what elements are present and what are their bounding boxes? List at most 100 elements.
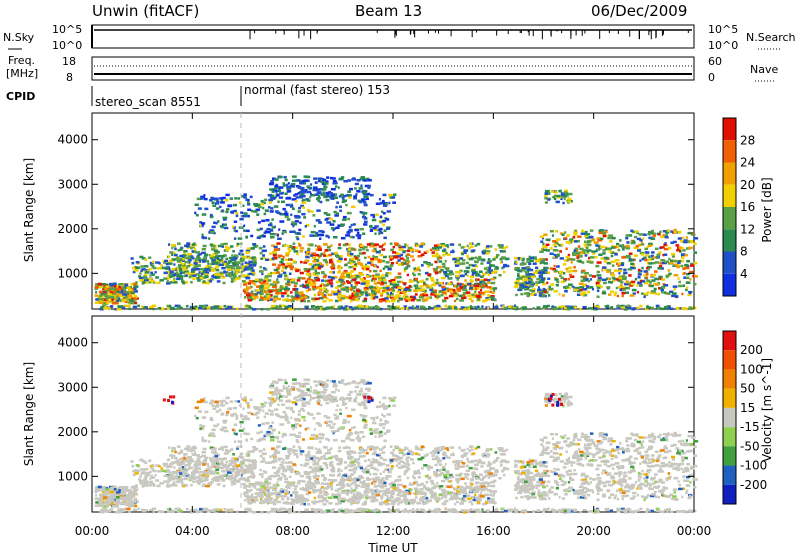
power-echo	[502, 270, 506, 274]
power-echo	[389, 242, 393, 245]
power-echo	[249, 280, 254, 284]
power-echo	[236, 244, 239, 247]
power-echo	[299, 299, 303, 303]
power-echo	[110, 293, 114, 296]
power-echo	[516, 278, 519, 281]
power-echo	[643, 292, 648, 296]
power-echo	[275, 291, 280, 295]
power-echo	[379, 201, 384, 205]
power-echo	[250, 269, 253, 272]
power-echo	[160, 264, 163, 267]
power-echo	[378, 197, 382, 201]
power-echo	[648, 281, 652, 284]
power-echo	[425, 277, 429, 281]
power-echo	[693, 282, 697, 286]
power-echo	[470, 280, 474, 283]
power-echo	[212, 275, 217, 279]
power-echo	[610, 254, 614, 258]
power-echo	[596, 284, 601, 287]
power-echo	[610, 260, 616, 264]
power-echo	[354, 298, 360, 302]
power-echo	[441, 285, 446, 289]
power-echo	[650, 306, 654, 310]
power-echo	[354, 263, 358, 266]
power-echo	[214, 305, 220, 308]
power-echo	[564, 236, 568, 240]
power-echo	[246, 229, 250, 233]
power-echo	[233, 254, 238, 257]
power-echo	[424, 271, 429, 275]
power-echo	[670, 252, 676, 256]
power-echo	[230, 258, 234, 262]
power-echo	[132, 282, 137, 286]
power-echo	[227, 261, 231, 264]
power-echo	[135, 261, 140, 264]
power-echo	[238, 201, 242, 204]
power-echo	[633, 266, 636, 270]
power-echo	[221, 245, 225, 248]
power-echo	[281, 263, 286, 266]
velocity-echo	[150, 466, 153, 470]
velocity-echo	[201, 454, 206, 458]
velocity-echo	[363, 459, 367, 463]
power-echo	[149, 274, 152, 277]
power-echo	[401, 290, 406, 294]
power-echo	[598, 253, 603, 256]
power-echo	[297, 242, 301, 246]
power-echo	[122, 293, 128, 296]
power-echo	[382, 277, 386, 280]
velocity-echo	[284, 477, 287, 480]
power-echo	[233, 237, 237, 240]
power-echo	[324, 260, 329, 264]
power-echo	[112, 290, 116, 294]
power-echo	[566, 234, 570, 237]
power-echo	[658, 275, 663, 279]
velocity-echo	[97, 497, 101, 501]
power-echo	[321, 180, 324, 183]
power-echo	[532, 307, 535, 310]
power-echo	[354, 187, 357, 190]
power-echo	[531, 281, 535, 284]
power-echo	[486, 278, 491, 282]
velocity-echo	[258, 473, 264, 476]
power-echo	[584, 274, 588, 277]
power-echo	[168, 268, 171, 271]
power-echo	[338, 243, 341, 246]
power-echo	[625, 291, 630, 294]
velocity-echo	[460, 449, 465, 452]
velocity-echo	[152, 484, 156, 487]
power-echo	[544, 196, 548, 200]
velocity-echo	[297, 445, 301, 449]
power-echo	[151, 304, 157, 308]
power-echo	[334, 251, 339, 255]
power-echo	[262, 254, 266, 257]
power-echo	[256, 228, 261, 232]
power-echo	[517, 288, 523, 292]
power-echo	[663, 253, 668, 256]
power-echo	[291, 198, 297, 201]
power-echo	[103, 293, 108, 296]
power-echo	[435, 297, 439, 300]
velocity-echo	[213, 450, 217, 454]
power-echo	[522, 278, 527, 282]
power-echo	[266, 274, 272, 278]
power-echo	[118, 294, 122, 297]
power-echo	[118, 286, 121, 289]
power-echo	[335, 212, 340, 215]
power-echo	[620, 263, 625, 267]
power-echo	[340, 266, 343, 270]
power-echo	[539, 280, 545, 284]
power-echo	[677, 259, 682, 263]
velocity-echo	[244, 464, 248, 468]
power-echo	[309, 284, 314, 287]
power-echo	[447, 282, 452, 286]
power-echo	[388, 194, 393, 197]
power-echo	[197, 274, 203, 278]
velocity-echo	[486, 464, 491, 467]
power-echo	[218, 205, 222, 209]
power-echo	[474, 282, 478, 286]
power-echo	[533, 257, 537, 260]
power-echo	[407, 260, 411, 264]
power-echo	[185, 271, 190, 274]
power-echo	[448, 294, 454, 298]
